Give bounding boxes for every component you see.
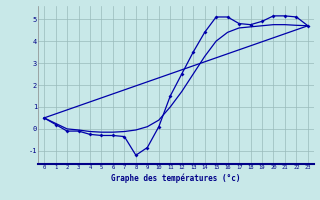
X-axis label: Graphe des températures (°c): Graphe des températures (°c) — [111, 173, 241, 183]
